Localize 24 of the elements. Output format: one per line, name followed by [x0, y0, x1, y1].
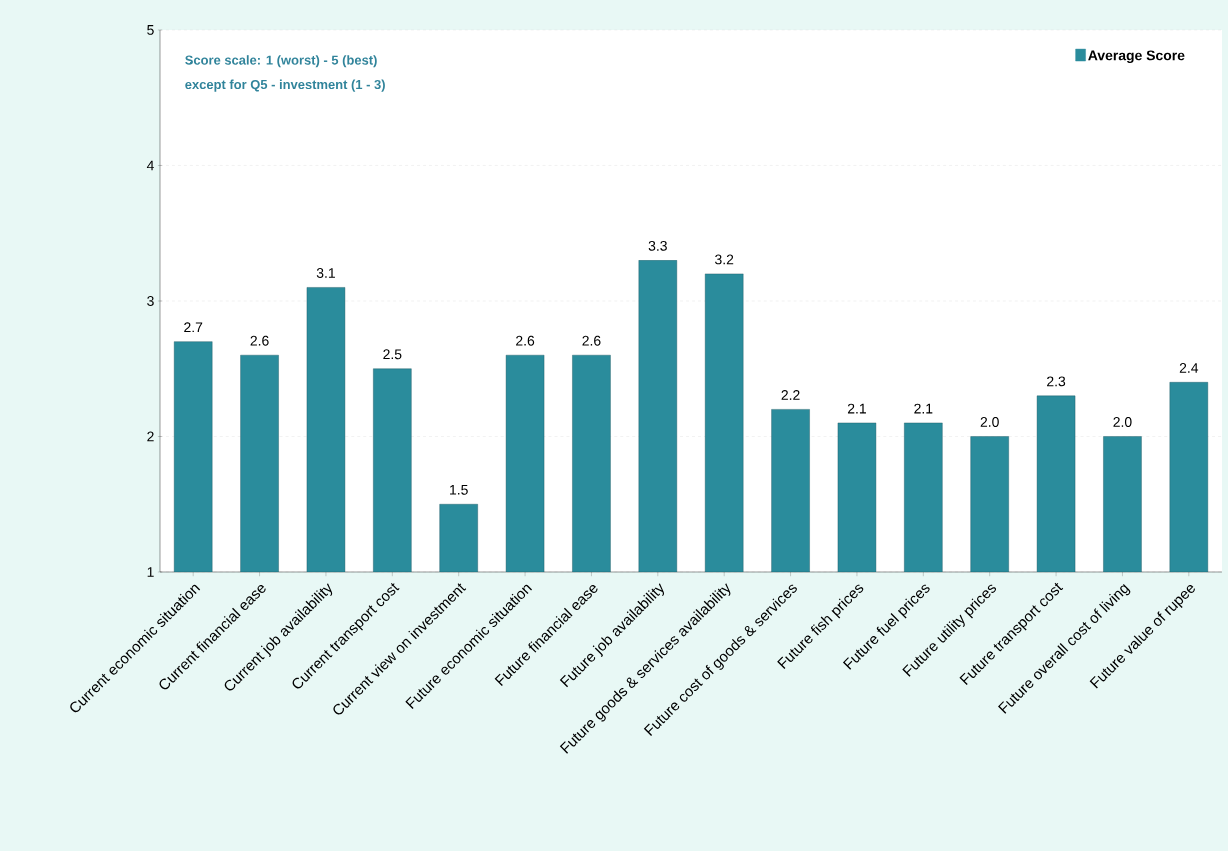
y-tick-label: 1: [147, 567, 154, 577]
data-label: 2.6: [516, 335, 535, 346]
data-label: 2.6: [582, 335, 601, 346]
data-label: 3.1: [316, 268, 335, 278]
data-label: 2.3: [1047, 376, 1066, 387]
annotation: Score scale: 1 (worst) - 5 (best): [185, 55, 377, 68]
y-tick-label: 3: [147, 296, 154, 306]
y-tick-label: 5: [147, 25, 154, 35]
annotation: except for Q5 - investment (1 - 3): [185, 79, 385, 92]
y-tick-label: 2: [147, 431, 154, 442]
data-label: 1.5: [450, 484, 468, 495]
data-label: 2.0: [1113, 417, 1132, 427]
data-label: 2.6: [250, 335, 269, 346]
data-label: 3.2: [715, 254, 734, 265]
data-label: 2.0: [980, 417, 999, 427]
data-label: 2.1: [914, 403, 933, 414]
data-label: 2.1: [847, 403, 866, 414]
data-label: 2.5: [383, 349, 402, 360]
data-label: 2.2: [781, 390, 800, 400]
data-label: 2.4: [1179, 363, 1199, 373]
y-tick-label: 4: [146, 160, 154, 171]
legend-label: Average Score: [1088, 50, 1185, 64]
data-label: 3.3: [648, 240, 667, 251]
data-label: 2.7: [184, 322, 203, 333]
